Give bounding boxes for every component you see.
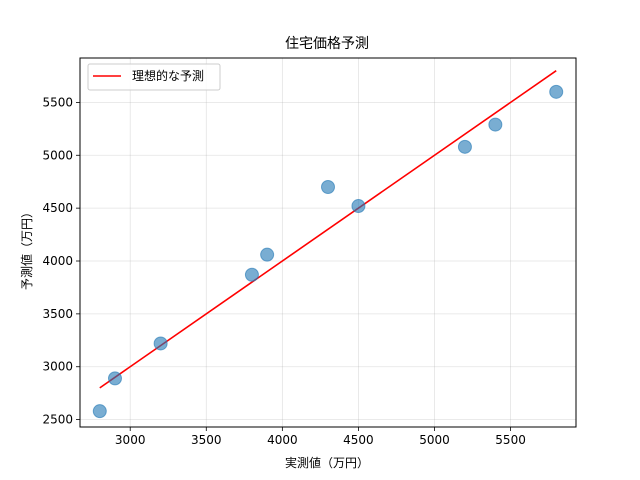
legend-box [87,63,221,91]
x-tick-label: 5500 [495,433,526,447]
data-point [549,84,564,99]
x-tick-label: 3000 [115,433,146,447]
y-tick-label: 4000 [42,254,73,268]
data-point [244,267,259,282]
legend: 理想的な予測 [87,63,221,91]
y-tick-label: 3000 [42,360,73,374]
grid [80,58,576,427]
data-point [351,199,366,214]
data-point [153,336,168,351]
y-tick-label: 5500 [42,95,73,109]
y-tick-label: 5000 [42,148,73,162]
x-tick-label: 5000 [419,433,450,447]
axis-ticks: 3000 3500 4000 4500 5000 5500 2500 3000 3500 4000… [42,95,525,447]
x-tick-label: 3500 [191,433,222,447]
data-point [107,371,122,386]
x-tick-label: 4000 [267,433,298,447]
y-tick-label: 2500 [42,413,73,427]
data-point [92,404,107,419]
x-axis-label: 実測値（万円） [285,455,369,470]
data-point [321,179,335,194]
y-tick-label: 3500 [42,307,73,321]
plot-frame [79,57,577,428]
legend-label: 理想的な予測 [132,68,204,83]
x-tick-label: 4500 [343,433,374,447]
y-tick-label: 4500 [42,201,73,215]
data-point [488,117,503,132]
data-point [457,139,472,154]
y-axis-label: 予測値（万円） [19,206,34,290]
chart-title: 住宅価格予測 [285,36,369,52]
data-points [92,84,564,419]
data-point [260,247,275,262]
ideal-prediction-line [99,70,557,389]
